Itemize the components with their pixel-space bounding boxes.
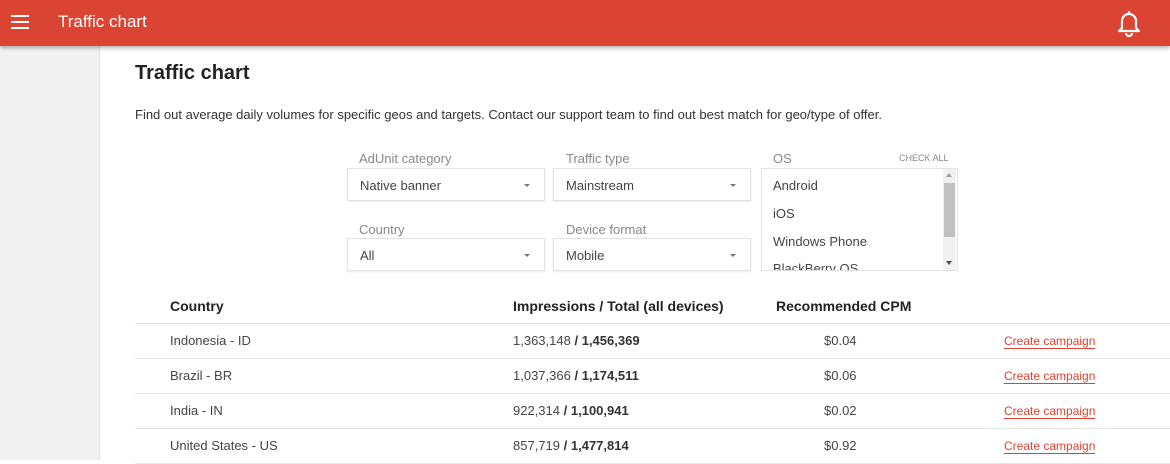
scroll-up-icon[interactable]	[946, 173, 952, 177]
impressions-cell: 922,314 / 1,100,941	[513, 403, 629, 418]
divider	[135, 428, 1170, 429]
check-all-button[interactable]: CHECK ALL	[899, 153, 949, 163]
country-cell: India - IN	[170, 403, 223, 418]
device-format-value: Mobile	[566, 248, 605, 263]
traffic-type-select[interactable]: Mainstream	[553, 168, 751, 201]
os-option[interactable]: iOS	[773, 206, 795, 221]
country-cell: Brazil - BR	[170, 368, 233, 383]
total-value: 1,477,814	[570, 438, 629, 453]
scrollbar[interactable]	[943, 169, 956, 270]
cpm-cell: $0.06	[824, 368, 857, 383]
column-header-cpm: Recommended CPM	[776, 298, 912, 314]
create-campaign-link[interactable]: Create campaign	[1004, 404, 1096, 419]
device-format-select[interactable]: Mobile	[553, 238, 751, 271]
cpm-cell: $0.02	[824, 403, 857, 418]
total-value: 1,100,941	[570, 403, 629, 418]
create-campaign-link[interactable]: Create campaign	[1004, 369, 1096, 384]
os-listbox[interactable]: Android iOS Windows Phone BlackBerry OS	[761, 168, 958, 271]
create-campaign-link[interactable]: Create campaign	[1004, 439, 1096, 454]
country-cell: Indonesia - ID	[170, 333, 251, 348]
divider	[135, 323, 1170, 324]
impressions-value: 1,363,148	[513, 333, 571, 348]
country-value: All	[360, 248, 375, 263]
app-header: Traffic chart	[0, 0, 1170, 46]
impressions-value: 922,314	[513, 403, 560, 418]
impressions-value: 857,719	[513, 438, 560, 453]
os-option[interactable]: Android	[773, 178, 818, 193]
total-value: 1,174,511	[581, 368, 639, 383]
cpm-cell: $0.04	[824, 333, 857, 348]
os-option[interactable]: BlackBerry OS	[773, 261, 859, 271]
os-label: OS	[773, 151, 792, 166]
bell-icon[interactable]	[1116, 9, 1142, 37]
adunit-select[interactable]: Native banner	[347, 168, 545, 201]
caret-down-icon	[730, 254, 736, 257]
adunit-value: Native banner	[360, 178, 441, 193]
country-label: Country	[359, 222, 405, 237]
sidebar	[0, 46, 100, 460]
device-format-label: Device format	[566, 222, 647, 237]
impressions-value: 1,037,366	[513, 368, 571, 383]
impressions-cell: 1,363,148 / 1,456,369	[513, 333, 640, 348]
caret-down-icon	[524, 184, 530, 187]
country-select[interactable]: All	[347, 238, 545, 271]
os-option[interactable]: Windows Phone	[773, 234, 867, 249]
app-title: Traffic chart	[58, 12, 147, 31]
impressions-cell: 1,037,366 / 1,174,511	[513, 368, 639, 383]
cpm-cell: $0.92	[824, 438, 857, 453]
caret-down-icon	[524, 254, 530, 257]
divider	[135, 358, 1170, 359]
column-header-country: Country	[170, 298, 224, 314]
scroll-down-icon[interactable]	[946, 261, 952, 265]
divider	[135, 393, 1170, 394]
page-title: Traffic chart	[135, 62, 250, 84]
country-cell: United States - US	[170, 438, 278, 453]
impressions-cell: 857,719 / 1,477,814	[513, 438, 629, 453]
traffic-type-value: Mainstream	[566, 178, 634, 193]
total-value: 1,456,369	[581, 333, 640, 348]
page-description: Find out average daily volumes for speci…	[135, 107, 882, 122]
scrollbar-thumb[interactable]	[944, 183, 955, 237]
traffic-type-label: Traffic type	[566, 151, 630, 166]
column-header-impressions: Impressions / Total (all devices)	[513, 298, 724, 314]
hamburger-icon[interactable]	[11, 15, 29, 29]
caret-down-icon	[730, 184, 736, 187]
adunit-label: AdUnit category	[359, 151, 452, 166]
create-campaign-link[interactable]: Create campaign	[1004, 334, 1096, 349]
